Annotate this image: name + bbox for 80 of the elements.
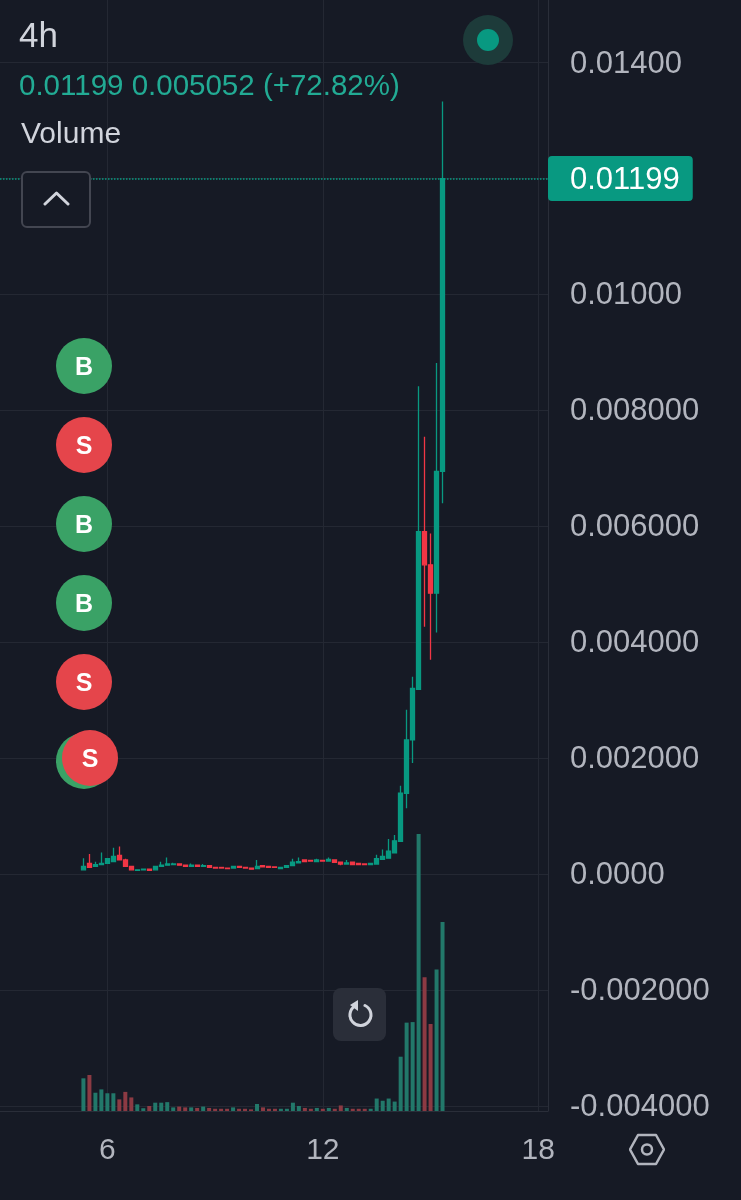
chart-title: 4h: [19, 15, 58, 54]
bar: [440, 922, 445, 1111]
bar: [326, 1107, 331, 1111]
bar: [260, 1107, 265, 1111]
bar: [207, 1107, 212, 1111]
candlestick: [188, 862, 195, 868]
bar: [380, 1100, 385, 1111]
bar: [410, 1022, 415, 1111]
bar: [416, 834, 421, 1111]
bar: [81, 1078, 86, 1111]
badge-icon: B: [56, 496, 112, 552]
bar: [165, 1102, 170, 1111]
y-tick-label: 0.0000: [570, 856, 665, 892]
bar: [296, 1106, 301, 1111]
bar: [129, 1097, 134, 1111]
bar: [111, 1093, 116, 1111]
y-tick-label: 0.01400: [570, 44, 683, 80]
y-tick-label: 0.006000: [570, 508, 700, 544]
text: 0.01199 0.005052 (+72.82%): [19, 67, 400, 101]
candlestick: [194, 863, 201, 868]
y-tick-label: -0.004000: [570, 1088, 710, 1124]
y-tick-label: 0.004000: [570, 624, 700, 660]
bar: [302, 1107, 307, 1111]
bar: [314, 1107, 319, 1111]
badge-icon: S: [56, 417, 112, 473]
bar: [290, 1102, 295, 1111]
bar: [183, 1107, 188, 1111]
y-tick-label: 0.01000: [570, 276, 683, 312]
chart-title: Volume: [21, 115, 122, 149]
bar: [87, 1074, 92, 1111]
annotation: S: [75, 668, 93, 696]
bar: [386, 1098, 391, 1111]
y-tick-label: 0.008000: [570, 392, 700, 428]
bar: [434, 969, 439, 1111]
y-tick-label: 0.002000: [570, 740, 700, 776]
bar: [123, 1091, 128, 1111]
candlestick: [200, 863, 207, 868]
x-tick-label: 12: [306, 1131, 340, 1165]
annotation: S: [75, 431, 93, 459]
bar: [398, 1056, 403, 1111]
candlestick: [254, 859, 261, 870]
bar: [153, 1102, 158, 1111]
badge-icon: B: [56, 338, 112, 394]
bar: [135, 1104, 140, 1111]
bar: [422, 977, 427, 1111]
candlestick: [230, 865, 237, 869]
ref-line-label: 0.01199: [570, 161, 680, 197]
bar: [105, 1093, 110, 1111]
bar: [344, 1107, 349, 1111]
bar: [189, 1107, 194, 1111]
badge-icon: S: [56, 654, 112, 710]
candlestick: [343, 859, 350, 866]
bar: [141, 1108, 146, 1111]
candlestick: [325, 856, 332, 862]
bar: [374, 1098, 379, 1111]
bar: [255, 1104, 260, 1111]
candlestick: [80, 857, 87, 872]
y-tick-label: -0.002000: [570, 972, 710, 1008]
candlestick: [319, 859, 326, 862]
annotation: B: [74, 589, 94, 617]
x-tick-label: 18: [521, 1131, 555, 1165]
bar: [99, 1089, 104, 1111]
bar: [117, 1099, 122, 1111]
bar: [195, 1107, 200, 1111]
annotation: B: [74, 510, 94, 538]
bar: [159, 1102, 164, 1111]
bar: [231, 1107, 236, 1111]
bar: [171, 1107, 176, 1111]
bar: [147, 1106, 152, 1111]
annotation: B: [74, 352, 94, 380]
bar: [338, 1105, 343, 1111]
annotation: S: [81, 744, 99, 772]
candlestick: [313, 858, 320, 863]
bar: [428, 1024, 433, 1111]
bar: [392, 1101, 397, 1111]
bar: [93, 1092, 98, 1111]
bar: [404, 1022, 409, 1111]
candlestick: [86, 853, 93, 869]
badge-icon: B: [56, 575, 112, 631]
x-tick-label: 6: [99, 1131, 116, 1165]
